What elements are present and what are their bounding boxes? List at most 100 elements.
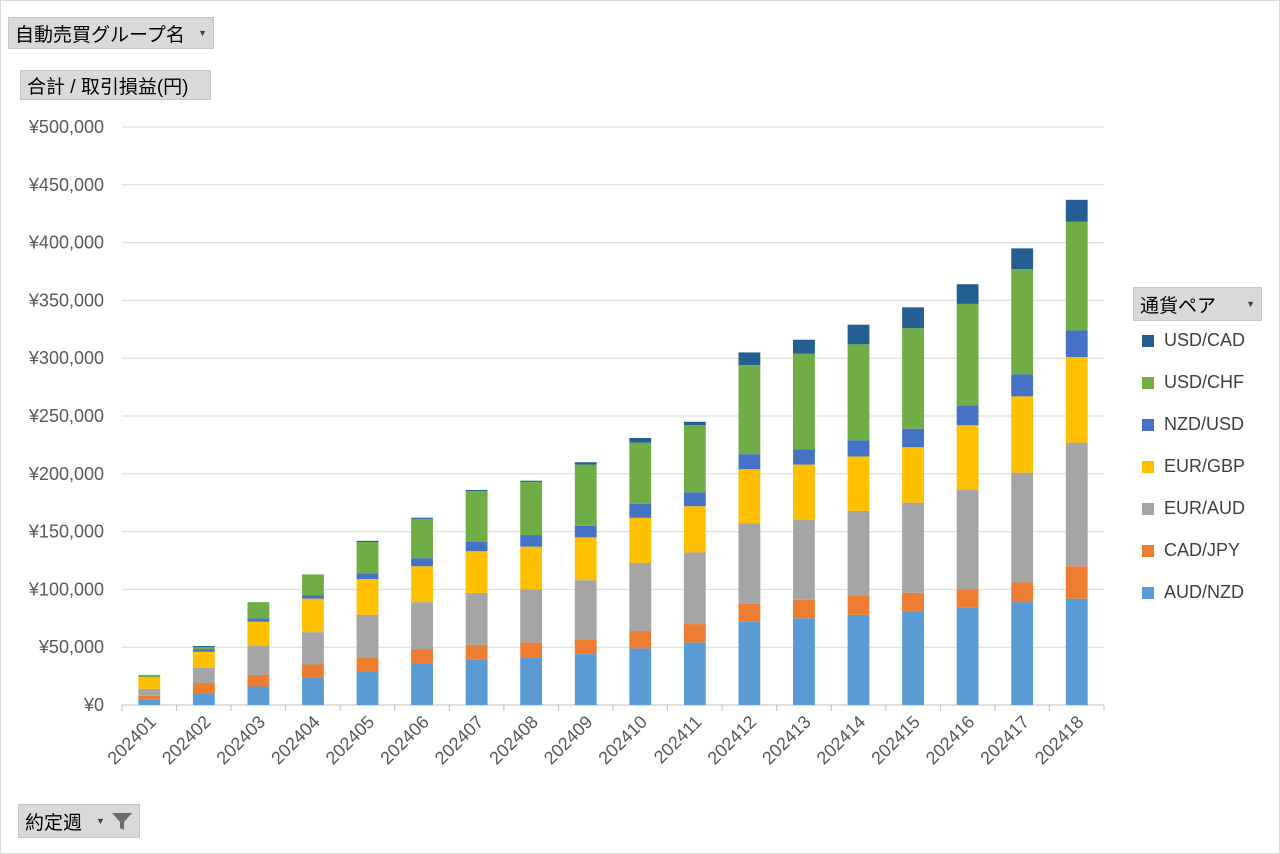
legend-label: EUR/GBP: [1164, 456, 1246, 476]
legend-swatch: [1142, 418, 1154, 431]
bar-segment: [302, 632, 324, 665]
bar-segment: [683, 552, 706, 625]
bar-segment: [738, 523, 761, 604]
bar-segment: [738, 469, 761, 524]
x-tick-label: 202404: [267, 712, 324, 769]
bar-segment: [956, 489, 979, 590]
value-field-button[interactable]: 合計 / 取引損益(円): [20, 70, 211, 100]
bar-segment: [465, 489, 488, 492]
bar-segment: [356, 671, 379, 705]
group-name-filter-label: 自動売買グループ名: [15, 24, 185, 46]
bar-segment: [738, 365, 761, 455]
chevron-down-icon: ▼: [96, 816, 105, 826]
y-tick-label: ¥250,000: [28, 406, 104, 426]
group-name-filter-button[interactable]: 自動売買グループ名 ▼: [8, 17, 214, 49]
bar-segment: [411, 518, 433, 559]
bar-segment: [793, 464, 815, 521]
week-filter-button[interactable]: 約定週 ▼: [18, 804, 140, 838]
bar-segment: [411, 566, 433, 603]
bar-segment: [629, 437, 652, 443]
bar-segment: [138, 674, 161, 678]
bar-segment: [465, 542, 488, 552]
bar-segment: [574, 464, 597, 526]
bar-segment: [138, 688, 161, 696]
bar-segment: [1011, 582, 1034, 603]
legend-item: EUR/AUD: [1142, 498, 1245, 519]
bar-segment: [1011, 472, 1034, 583]
bar-segment: [138, 699, 161, 705]
x-tick-label: 202411: [650, 712, 706, 768]
legend-item: CAD/JPY: [1142, 540, 1240, 561]
x-tick-label: 202407: [431, 712, 488, 769]
bar-segment: [411, 517, 433, 519]
y-tick-label: ¥500,000: [28, 117, 104, 137]
bar-segment: [520, 480, 543, 482]
bar-segment: [520, 589, 543, 643]
bar-segment: [574, 462, 597, 465]
bar-segment: [683, 624, 706, 643]
bar-segment: [465, 644, 488, 660]
y-tick-label: ¥0: [83, 695, 104, 715]
legend-swatch: [1142, 460, 1154, 473]
bar-segment: [356, 542, 379, 574]
week-filter-label: 約定週: [25, 812, 83, 834]
x-tick-label: 202415: [867, 712, 924, 769]
bar-segment: [902, 307, 924, 329]
bar-segment: [192, 693, 215, 705]
bar-segment: [847, 440, 870, 457]
x-tick-label: 202409: [540, 712, 597, 769]
x-tick-label: 202408: [485, 712, 542, 769]
legend-label: CAD/JPY: [1164, 540, 1241, 560]
x-tick-label: 202414: [813, 712, 870, 769]
currency-pair-filter-button[interactable]: 通貨ペア ▼: [1133, 287, 1262, 321]
bar-segment: [902, 592, 924, 612]
bar-segment: [302, 598, 324, 633]
bar-segment: [192, 668, 215, 684]
bar-segment: [356, 614, 379, 658]
bar-segment: [465, 592, 488, 645]
legend-label: USD/CHF: [1164, 372, 1244, 392]
y-tick-label: ¥50,000: [38, 637, 104, 657]
x-tick-label: 202417: [976, 712, 1033, 769]
y-tick-label: ¥150,000: [28, 522, 104, 542]
bar-segment: [302, 677, 324, 705]
bar-segment: [683, 642, 706, 705]
bar-segment: [356, 657, 379, 672]
bar-segment: [738, 454, 761, 470]
y-tick-label: ¥450,000: [28, 175, 104, 195]
bar-segment: [683, 425, 706, 493]
legend-label: AUD/NZD: [1164, 582, 1244, 602]
bar-segment: [1065, 221, 1088, 331]
bar-segment: [629, 631, 652, 649]
bar-segment: [192, 651, 215, 669]
currency-pair-filter-label: 通貨ペア: [1140, 295, 1217, 317]
bar-segment: [520, 546, 543, 590]
bar-segment: [465, 659, 488, 705]
bar-segment: [520, 481, 543, 536]
bar-segment: [847, 456, 870, 511]
legend-swatch: [1142, 376, 1154, 389]
bar-segment: [738, 603, 761, 622]
x-tick-label: 202402: [158, 712, 215, 769]
bar-segment: [192, 646, 215, 648]
x-tick-label: 202403: [213, 712, 270, 769]
bar-segment: [683, 421, 706, 426]
bar-segment: [465, 491, 488, 543]
bar-segment: [629, 562, 652, 632]
bar-segment: [247, 621, 270, 647]
y-tick-label: ¥200,000: [28, 464, 104, 484]
legend-item: EUR/GBP: [1142, 456, 1245, 477]
bar-segment: [1011, 396, 1034, 473]
bar-segment: [629, 442, 652, 504]
bar-segment: [629, 648, 652, 705]
x-tick-label: 202405: [322, 712, 379, 769]
bar-segment: [574, 525, 597, 538]
bar-segment: [683, 492, 706, 507]
legend-item: NZD/USD: [1142, 414, 1244, 435]
bar-segment: [302, 595, 324, 599]
bar-segment: [902, 447, 924, 503]
value-field-label: 合計 / 取引損益(円): [27, 76, 189, 98]
legend-swatch: [1142, 334, 1154, 347]
bar-segment: [520, 642, 543, 658]
bar-segment: [1065, 330, 1088, 358]
